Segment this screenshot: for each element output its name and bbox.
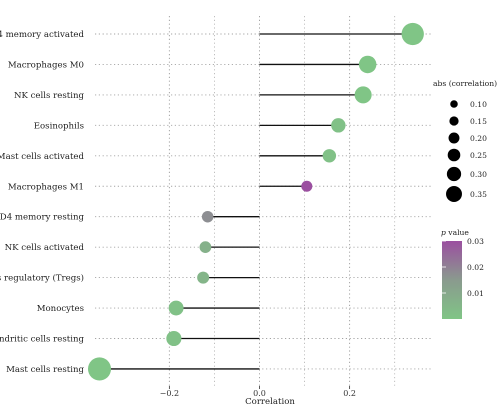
color-legend-tick-label: 0.01	[467, 289, 484, 298]
size-legend-circle	[450, 100, 458, 108]
lollipop-point	[197, 271, 210, 284]
x-axis-title: Correlation	[245, 397, 295, 407]
color-legend-tick-label: 0.03	[467, 237, 484, 246]
x-tick-label: −0.2	[160, 389, 179, 398]
color-legend-tick-label: 0.02	[467, 263, 484, 272]
color-legend: p value 0.01 0.02 0.03	[441, 228, 484, 319]
size-legend-label: 0.25	[470, 151, 487, 160]
size-legend: abs (correlation) 0.10 0.15 0.20 0.25 0.30 0.…	[433, 79, 497, 202]
size-legend-circle	[449, 116, 459, 126]
lollipop-point	[354, 86, 372, 104]
category-label: T cells CD4 memory resting	[0, 213, 84, 223]
lollipop-stems	[99, 33, 413, 370]
x-tick-label: 0.0	[253, 389, 266, 398]
lollipop-point	[168, 300, 184, 316]
category-label: Dendritic cells resting	[0, 335, 84, 345]
lollipop-point	[331, 118, 346, 133]
lollipop-point	[87, 357, 112, 381]
category-label: T cells CD4 memory activated	[0, 30, 84, 40]
color-legend-title-p: p	[441, 228, 446, 237]
category-label: NK cells activated	[5, 243, 85, 253]
size-legend-label: 0.30	[470, 170, 487, 179]
category-label: Macrophages M0	[8, 60, 84, 70]
size-legend-circle	[446, 186, 462, 202]
category-label: Mast cells activated	[0, 152, 84, 162]
lollipop-point	[358, 55, 377, 74]
category-label: Eosinophils	[34, 121, 84, 131]
lollipop-point	[166, 330, 182, 347]
lollipop-point	[322, 149, 337, 163]
size-legend-label: 0.20	[470, 134, 487, 143]
size-legend-label: 0.35	[470, 190, 487, 199]
category-label: Macrophages M1	[8, 182, 84, 192]
category-label: T cells regulatory (Tregs)	[0, 273, 84, 284]
size-legend-label: 0.10	[470, 100, 487, 109]
x-axis-ticks: −0.2 0.0 0.2	[160, 386, 356, 398]
lollipop-point	[201, 210, 214, 223]
size-legend-circle	[447, 148, 461, 162]
category-label: Monocytes	[37, 304, 84, 314]
color-legend-title: p value	[441, 228, 469, 237]
size-legend-circle	[446, 166, 462, 182]
lollipop-point	[199, 241, 212, 254]
color-legend-title-rest: value	[446, 228, 470, 237]
lollipop-point	[301, 180, 313, 192]
size-legend-label: 0.15	[470, 117, 487, 126]
x-tick-label: 0.2	[343, 389, 356, 398]
y-axis-labels: T cells CD4 memory activated Macrophages …	[0, 30, 84, 375]
gridlines	[95, 16, 433, 386]
color-legend-bar	[442, 241, 462, 319]
category-label: NK cells resting	[14, 91, 85, 101]
lollipop-point	[401, 22, 424, 46]
lollipop-points	[87, 22, 424, 381]
size-legend-circle	[448, 132, 460, 144]
size-legend-title: abs (correlation)	[433, 79, 497, 88]
category-label: Mast cells resting	[6, 365, 84, 375]
